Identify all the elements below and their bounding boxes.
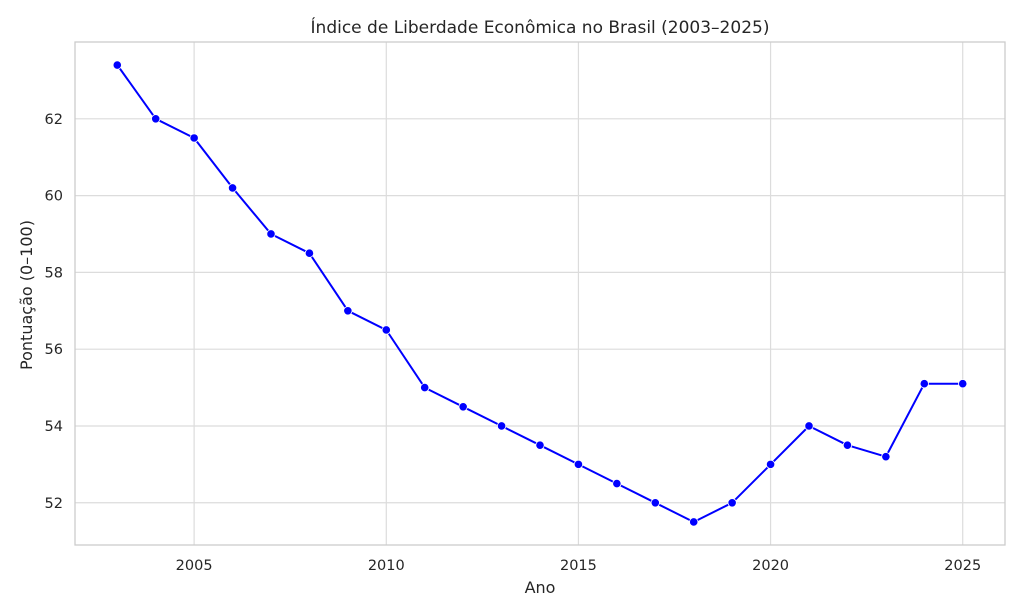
y-axis: 52 54 56 58 60 62 <box>45 112 63 512</box>
series-line <box>116 64 963 523</box>
chart-title: Índice de Liberdade Econômica no Brasil … <box>311 16 770 38</box>
data-point <box>919 379 929 389</box>
data-point <box>458 402 468 412</box>
grid <box>75 42 1005 545</box>
data-point <box>573 459 584 469</box>
x-axis: 2005 2010 2015 2020 2025 <box>176 558 982 574</box>
data-point <box>496 421 507 431</box>
y-tick-label: 52 <box>45 496 63 512</box>
y-axis-label: Pontuação (0–100) <box>17 220 36 370</box>
plot-frame <box>74 41 1006 546</box>
data-point <box>535 440 545 450</box>
y-tick-label: 60 <box>45 189 63 205</box>
y-tick-label: 62 <box>45 112 63 128</box>
data-point <box>881 452 891 462</box>
data-point <box>650 498 660 508</box>
y-tick-label: 58 <box>45 265 63 281</box>
x-tick-label: 2015 <box>560 558 597 574</box>
y-tick-label: 56 <box>45 342 63 358</box>
x-tick-label: 2005 <box>176 558 213 574</box>
data-point <box>689 517 699 527</box>
data-point <box>420 382 430 393</box>
data-point <box>804 421 814 431</box>
data-point <box>842 440 853 450</box>
data-point <box>612 478 622 489</box>
data-point <box>958 379 968 389</box>
data-point <box>727 498 737 508</box>
data-point <box>151 114 161 124</box>
y-tick-label: 54 <box>45 419 63 435</box>
data-point <box>343 306 353 316</box>
data-point <box>189 133 199 143</box>
x-tick-label: 2020 <box>752 558 789 574</box>
data-point <box>765 459 776 469</box>
data-point <box>227 183 238 193</box>
x-tick-label: 2010 <box>368 558 405 574</box>
x-axis-label: Ano <box>525 578 556 597</box>
data-point <box>112 60 122 70</box>
data-point <box>266 229 276 239</box>
data-point <box>381 325 391 335</box>
x-tick-label: 2025 <box>944 558 981 574</box>
series-group <box>112 60 968 527</box>
data-point <box>304 248 315 258</box>
